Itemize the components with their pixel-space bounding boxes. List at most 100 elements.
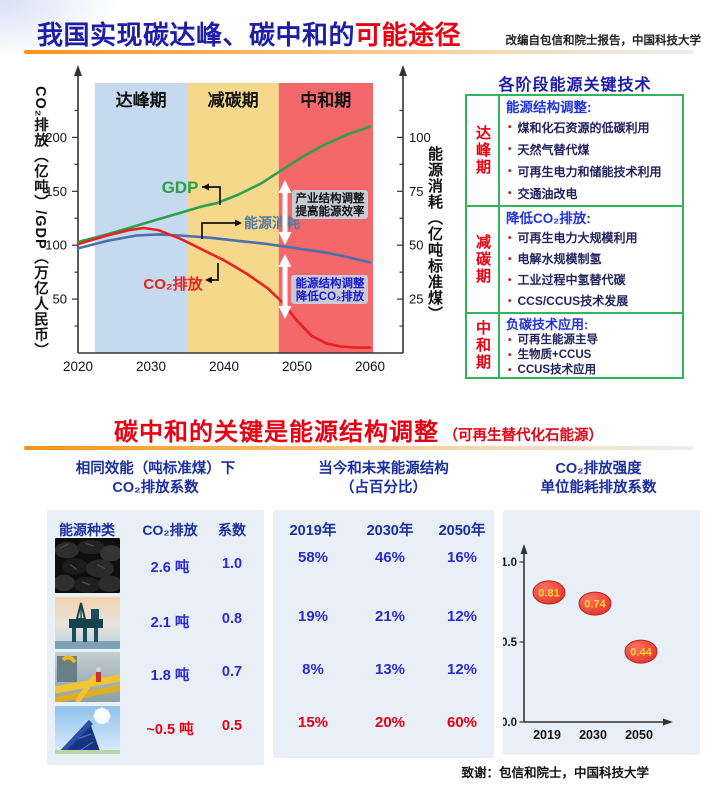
- gas-pipeline-photo: [55, 652, 120, 702]
- emissions-pathway-chart: 50 100 150 200 25 50 75 100 2020 2030 2040 2050 20…: [30, 60, 450, 380]
- left-axis-ticks: 50 100 150 200: [45, 109, 78, 327]
- share-value: 13%: [374, 661, 406, 678]
- phase-cell: 减碳期: [467, 207, 500, 312]
- phase-label: 减碳期: [474, 234, 491, 285]
- neutral-phase-label: 中和期: [300, 90, 351, 110]
- list-item: 可再生电力大规模利用: [506, 228, 678, 249]
- svg-text:150: 150: [45, 184, 67, 199]
- share-value: 12%: [446, 608, 478, 625]
- svg-text:2050: 2050: [282, 359, 312, 374]
- co2-curve: [76, 226, 372, 349]
- co2-value: ~0.5 吨: [146, 722, 194, 738]
- energy-arrowhead: [235, 219, 242, 227]
- svg-text:0.5: 0.5: [503, 637, 518, 649]
- energy-structure-panel: 2019年 2030年 2050年 58% 46% 16% 19% 21% 12…: [273, 510, 494, 758]
- share-value: 19%: [297, 608, 329, 625]
- share-value: 20%: [374, 714, 406, 731]
- phase-cell: 中和期: [467, 314, 500, 377]
- left-axis-title: CO₂排放（亿吨）/GDP（万亿人民币）: [32, 86, 48, 359]
- svg-text:50: 50: [409, 238, 423, 253]
- list-item: 交通油改电: [506, 183, 678, 205]
- tech-category: 负碳技术应用:: [506, 317, 589, 332]
- svg-text:0.81: 0.81: [538, 587, 559, 599]
- gdp-label: GDP: [162, 178, 199, 197]
- table-row: 减碳期 降低CO₂排放: 可再生电力大规模利用 电解水规模制氢 工业过程中氢替代…: [467, 207, 682, 314]
- svg-text:2060: 2060: [355, 359, 385, 374]
- list-item: 可再生能源主导: [506, 333, 678, 348]
- svg-text:2040: 2040: [209, 359, 239, 374]
- svg-text:产业结构调整: 产业结构调整: [296, 191, 365, 205]
- list-item: 工业过程中氢替代碳: [506, 270, 678, 291]
- svg-text:200: 200: [45, 130, 67, 145]
- share-value: 60%: [446, 714, 478, 731]
- phase-cell: 达峰期: [467, 96, 500, 205]
- left-axis-arrow: [74, 65, 82, 76]
- coef-value: 0.5: [221, 718, 243, 734]
- column-header: 2030年: [366, 523, 414, 539]
- column-header: 2050年: [438, 523, 486, 539]
- share-value: 46%: [374, 549, 406, 566]
- list-item: 天然气替代煤: [506, 139, 678, 161]
- peak-phase-label: 达峰期: [116, 90, 167, 110]
- divider-rule-middle: [24, 446, 693, 450]
- peak-phase-band: [94, 83, 188, 353]
- gdp-arrowhead: [202, 183, 209, 191]
- coef-value: 0.7: [221, 664, 243, 680]
- phase-label: 中和期: [474, 320, 491, 371]
- svg-text:能源结构调整: 能源结构调整: [296, 276, 365, 290]
- svg-text:2019: 2019: [533, 728, 561, 742]
- co2-label: CO₂排放: [143, 275, 203, 293]
- x-axis-ticks: 2020 2030 2040 2050 2060: [63, 359, 385, 374]
- coal-photo: [55, 538, 120, 593]
- right-axis-title: 能源消耗（亿吨标准煤）: [426, 146, 443, 322]
- title-main: 我国实现碳达峰、碳中和的: [37, 20, 356, 50]
- energy-adjust-callout: 能源结构调整 降低CO₂排放: [291, 275, 368, 304]
- reduction-phase-label: 减碳期: [208, 90, 259, 110]
- svg-text:2030: 2030: [136, 359, 166, 374]
- section-title-main: 碳中和的关键是能源结构调整: [114, 419, 440, 446]
- divider-rule-top: [24, 50, 693, 54]
- tech-category: 降低CO₂排放:: [506, 211, 591, 226]
- gap-arrow-top: [278, 180, 292, 245]
- energy-curve: [76, 233, 372, 264]
- right-axis-arrow: [399, 65, 407, 76]
- svg-text:25: 25: [409, 292, 423, 307]
- phase-content: 负碳技术应用: 可再生能源主导 生物质+CCUS CCUS技术应用: [500, 314, 682, 377]
- scatter-content: 1.0 0.5 0.0 2019 2030 2050 0.81 0.74 0.44: [501, 557, 658, 742]
- gdp-curve: [76, 125, 372, 244]
- source-credit: 改编自包信和院士报告，中国科技大学: [505, 35, 702, 47]
- coef-value: 1.0: [221, 556, 243, 572]
- list-item: CCS/CCUS技术发展: [506, 291, 678, 312]
- section-title: 碳中和的关键是能源结构调整 （可再生替代化石能源）: [0, 412, 717, 447]
- key-tech-table: 达峰期 能源结构调整: 煤和化石资源的低碳利用 天然气替代煤 可再生电力和储能技…: [465, 94, 684, 379]
- share-value: 58%: [297, 549, 329, 566]
- phase-content: 降低CO₂排放: 可再生电力大规模利用 电解水规模制氢 工业过程中氢替代碳 CC…: [500, 207, 682, 312]
- intensity-scatter-panel: 1.0 0.5 0.0 2019 2030 2050 0.81 0.74 0.44: [501, 510, 700, 755]
- list-item: 煤和化石资源的低碳利用: [506, 117, 678, 139]
- share-value: 21%: [374, 608, 406, 625]
- svg-text:100: 100: [45, 238, 67, 253]
- table-row: 中和期 负碳技术应用: 可再生能源主导 生物质+CCUS CCUS技术应用: [467, 314, 682, 377]
- svg-text:1.0: 1.0: [503, 557, 517, 569]
- co2-value: 1.8 吨: [150, 668, 190, 684]
- emission-factor-panel: 能源种类 CO₂排放 系数: [47, 510, 264, 765]
- list-item: 生物质+CCUS: [506, 348, 678, 363]
- intensity-chart-heading: CO₂排放强度 单位能耗排放系数: [540, 461, 657, 496]
- svg-text:50: 50: [53, 292, 67, 307]
- svg-text:2050: 2050: [625, 728, 653, 742]
- svg-text:降低CO₂排放: 降低CO₂排放: [296, 289, 365, 303]
- share-value: 16%: [446, 549, 478, 566]
- co2-arrowhead: [205, 276, 212, 284]
- co2-value: 2.6 吨: [150, 560, 190, 576]
- svg-text:提高能源效率: 提高能源效率: [296, 204, 365, 218]
- column-header: 2019年: [289, 523, 337, 539]
- share-value: 8%: [302, 661, 324, 678]
- column-header: CO₂排放: [142, 522, 198, 538]
- list-item: 电解水规模制氢: [506, 249, 678, 270]
- solar-panel-photo: [55, 706, 120, 754]
- scatter-canvas: 1.0 0.5 0.0 2019 2030 2050 0.81 0.74 0.44: [501, 544, 673, 742]
- phase-label: 达峰期: [474, 125, 491, 176]
- title-accent: 可能途径: [355, 20, 462, 50]
- coef-value: 0.8: [221, 611, 243, 627]
- table-row: 达峰期 能源结构调整: 煤和化石资源的低碳利用 天然气替代煤 可再生电力和储能技…: [467, 96, 682, 207]
